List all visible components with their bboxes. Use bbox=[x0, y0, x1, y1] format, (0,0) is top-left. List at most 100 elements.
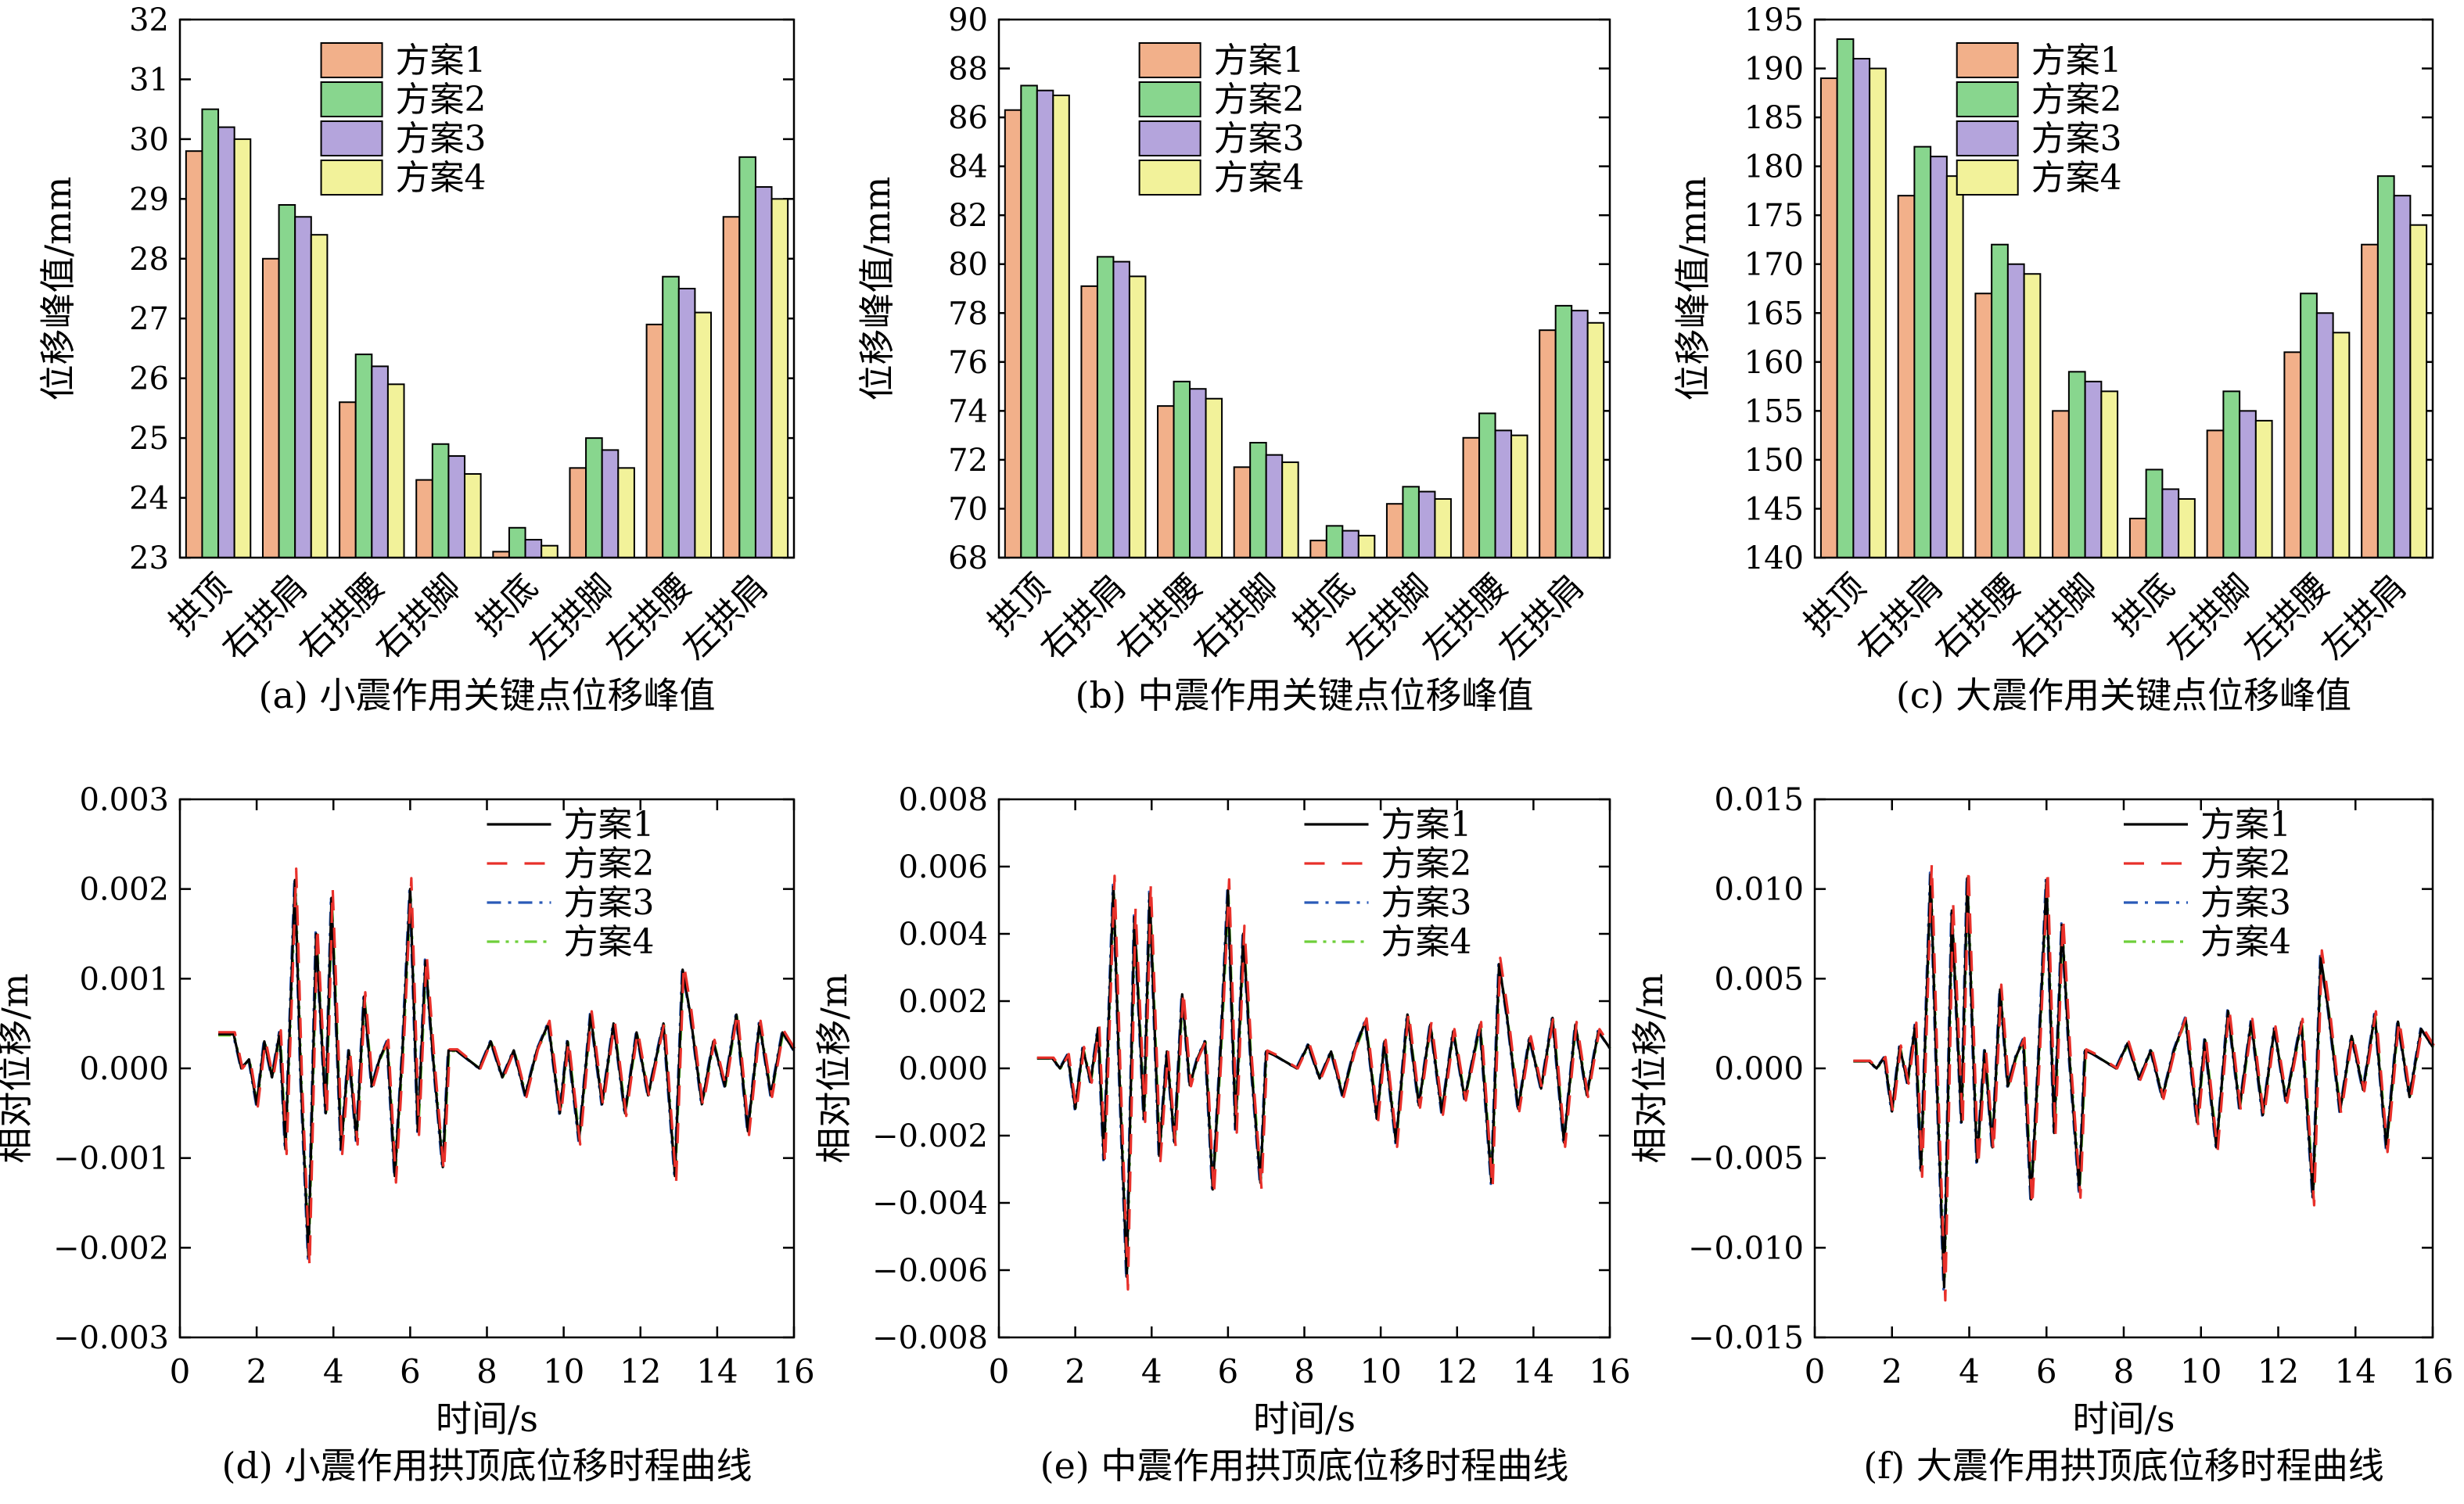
x-tick-label: 10 bbox=[1360, 1352, 1401, 1391]
plot-frame bbox=[997, 798, 1611, 1339]
x-tick-label: 4 bbox=[323, 1352, 344, 1391]
y-tick-label: 140 bbox=[1744, 540, 1804, 576]
panel-caption: (d) 小震作用拱顶底位移时程曲线 bbox=[222, 1445, 752, 1487]
x-tick-label: 8 bbox=[2114, 1352, 2135, 1391]
bar-2 bbox=[2222, 390, 2241, 558]
bar-4 bbox=[2332, 332, 2351, 558]
x-tick-label: 0 bbox=[989, 1352, 1010, 1391]
y-tick-label: 0.010 bbox=[1714, 872, 1804, 908]
y-tick-label: 0.004 bbox=[898, 917, 988, 953]
bar-2 bbox=[201, 108, 220, 558]
y-tick-label: 30 bbox=[129, 122, 169, 158]
x-tick-label: 左拱腰 bbox=[598, 567, 699, 668]
y-tick-label: 150 bbox=[1744, 443, 1804, 479]
bar-2 bbox=[431, 443, 450, 558]
y-tick-label: 185 bbox=[1744, 100, 1804, 136]
plot-frame bbox=[1813, 798, 2434, 1339]
x-tick-label: 16 bbox=[2412, 1352, 2453, 1391]
legend-label: 方案3 bbox=[564, 883, 655, 923]
bar-2 bbox=[585, 437, 603, 558]
y-tick-label: 0.005 bbox=[1714, 961, 1804, 997]
bar-2 bbox=[1249, 442, 1267, 558]
bar-2 bbox=[1020, 84, 1038, 559]
bar-1 bbox=[2052, 410, 2070, 559]
y-tick-label: 155 bbox=[1744, 393, 1804, 429]
bar-4 bbox=[2100, 390, 2119, 558]
x-tick-label: 0 bbox=[170, 1352, 191, 1391]
y-tick-label: 0.000 bbox=[898, 1051, 988, 1087]
legend-swatch-2 bbox=[1956, 81, 2019, 117]
bar-4 bbox=[541, 544, 559, 559]
bar-1 bbox=[2206, 429, 2225, 559]
bar-2 bbox=[278, 203, 296, 558]
x-axis-label: 时间/s bbox=[1253, 1398, 1356, 1440]
y-tick-label: 0.000 bbox=[1714, 1051, 1804, 1087]
x-tick-label: 右拱腰 bbox=[1108, 567, 1209, 668]
legend-swatch-4 bbox=[320, 160, 383, 196]
bar-1 bbox=[415, 479, 433, 558]
plot-frame bbox=[178, 798, 796, 1339]
legend-swatch-3 bbox=[320, 120, 383, 156]
y-axis-label: 位移峰值/mm bbox=[1672, 177, 1714, 401]
bar-1 bbox=[185, 150, 203, 558]
x-tick-label: 10 bbox=[543, 1352, 584, 1391]
bar-4 bbox=[233, 138, 252, 558]
bar-1 bbox=[1819, 77, 1838, 558]
bar-4 bbox=[1205, 397, 1223, 558]
bar-3 bbox=[1265, 454, 1284, 558]
legend-label: 方案3 bbox=[396, 119, 487, 159]
panel-caption: (b) 中震作用关键点位移峰值 bbox=[1076, 674, 1534, 716]
legend-label: 方案3 bbox=[2200, 883, 2291, 923]
bar-2 bbox=[1913, 145, 1932, 559]
series-line-2 bbox=[1853, 861, 2435, 1302]
x-tick-label: 右拱腰 bbox=[291, 567, 392, 668]
legend-swatch-2 bbox=[320, 81, 383, 117]
y-tick-label: 0.006 bbox=[898, 849, 988, 885]
x-tick-label: 8 bbox=[1294, 1352, 1315, 1391]
legend-swatch-1 bbox=[1956, 42, 2019, 78]
legend-label: 方案4 bbox=[1214, 158, 1305, 198]
bar-4 bbox=[2023, 273, 2042, 558]
x-tick-label: 右拱肩 bbox=[214, 567, 315, 668]
bar-4 bbox=[1869, 67, 1887, 558]
y-tick-label: −0.001 bbox=[53, 1141, 169, 1177]
bar-3 bbox=[2239, 410, 2257, 559]
bar-3 bbox=[2084, 380, 2103, 558]
bar-2 bbox=[2145, 468, 2164, 558]
x-tick-label: 左拱腰 bbox=[1414, 567, 1515, 668]
x-tick-label: 右拱肩 bbox=[1850, 567, 1951, 668]
bar-3 bbox=[2315, 312, 2334, 558]
bar-2 bbox=[354, 354, 373, 558]
y-tick-label: −0.005 bbox=[1688, 1141, 1804, 1177]
y-tick-label: 0.015 bbox=[1714, 782, 1804, 818]
bar-1 bbox=[1004, 109, 1022, 558]
y-tick-label: 76 bbox=[948, 345, 988, 381]
y-tick-label: 32 bbox=[129, 2, 169, 38]
y-tick-label: 72 bbox=[948, 443, 988, 479]
series-line-1 bbox=[1036, 885, 1611, 1279]
bar-4 bbox=[1945, 175, 1964, 559]
bar-3 bbox=[217, 126, 235, 559]
bar-4 bbox=[2254, 419, 2273, 559]
y-tick-label: 26 bbox=[129, 361, 169, 397]
x-tick-label: 右拱腰 bbox=[1927, 567, 2028, 668]
x-tick-label: 6 bbox=[2036, 1352, 2057, 1391]
bar-1 bbox=[261, 257, 280, 558]
x-tick-label: 14 bbox=[2335, 1352, 2376, 1391]
legend-label: 方案2 bbox=[2031, 80, 2122, 120]
legend-label: 方案2 bbox=[1381, 844, 1472, 884]
bar-3 bbox=[2393, 195, 2412, 558]
x-tick-label: 4 bbox=[1141, 1352, 1162, 1391]
bar-3 bbox=[1417, 490, 1436, 559]
x-tick-label: 12 bbox=[1436, 1352, 1478, 1391]
bar-1 bbox=[2361, 243, 2379, 558]
legend-label: 方案2 bbox=[1214, 80, 1305, 120]
x-tick-label: 左拱肩 bbox=[674, 567, 775, 668]
y-tick-label: 0.003 bbox=[79, 782, 169, 818]
bar-4 bbox=[1510, 434, 1528, 558]
panel-caption: (f) 大震作用拱顶底位移时程曲线 bbox=[1863, 1445, 2384, 1487]
bar-2 bbox=[1325, 525, 1344, 559]
bar-1 bbox=[1080, 285, 1098, 558]
y-tick-label: 90 bbox=[948, 2, 988, 38]
